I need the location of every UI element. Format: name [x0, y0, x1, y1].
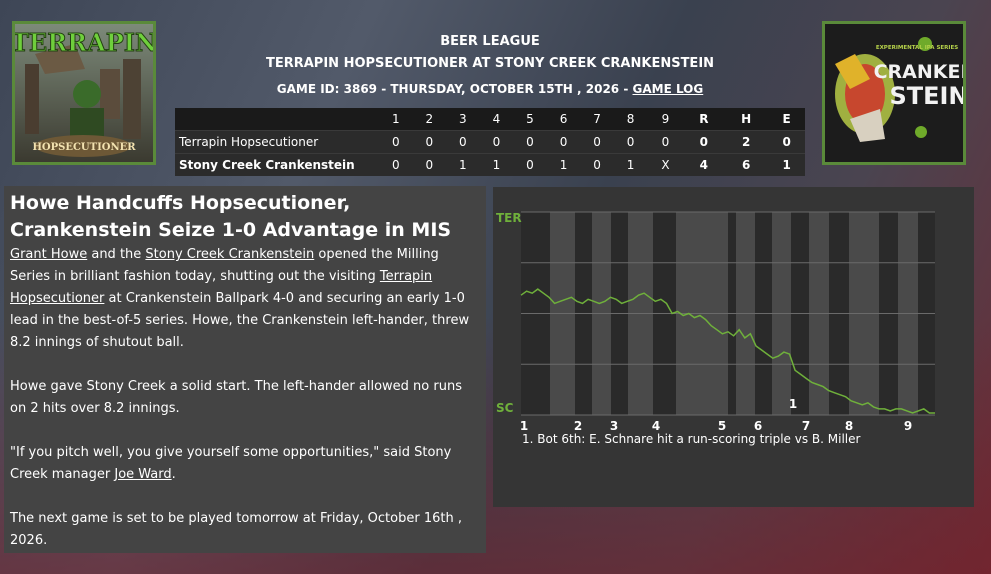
recap-paragraph: The next game is set to be played tomorr… [10, 511, 462, 548]
inning-score: 0 [446, 130, 480, 154]
home-team-logo: EXPERIMENTAL IPA SERIES CRANKEN STEIN [822, 21, 966, 165]
matchup-title: TERRAPIN HOPSECUTIONER AT STONY CREEK CR… [265, 56, 715, 71]
box-score-table: 1 2 3 4 5 6 7 8 9 R H E Terrapin Hopsecu… [175, 108, 805, 176]
hits-total: 2 [724, 130, 769, 154]
recap-text: and the [87, 247, 146, 262]
recap-text: opened the Milling Series in brilliant f… [10, 247, 439, 284]
inning-score: 0 [412, 153, 447, 176]
inning-tick-label: 5 [718, 419, 726, 433]
inning-score: X [647, 153, 684, 176]
key-play-marker: 1 [789, 397, 797, 411]
team-name: Stony Creek Crankenstein [175, 153, 379, 176]
manager-link-joe-ward[interactable]: Joe Ward [114, 467, 172, 482]
inning-score: 0 [513, 153, 547, 176]
win-probability-line [520, 288, 935, 414]
win-probability-chart: 1 2 3 4 5 6 7 8 9 1 TER SC 1. Bot 6th: E. Schnare… [493, 187, 974, 507]
errors-header: E [768, 108, 805, 131]
recap-paragraph: Howe gave Stony Creek a solid start. The… [10, 379, 462, 416]
hits-total: 6 [724, 153, 769, 176]
team-link-stony-creek[interactable]: Stony Creek Crankenstein [145, 247, 315, 262]
inning-score: 0 [613, 130, 648, 154]
inning-score: 0 [379, 130, 413, 154]
crankenstein-logo-text2: STEIN [889, 82, 963, 110]
runs-total: 4 [683, 153, 725, 176]
inning-score: 0 [580, 130, 614, 154]
game-header: BEER LEAGUE TERRAPIN HOPSECUTIONER AT ST… [175, 34, 805, 97]
crankenstein-logo-series: EXPERIMENTAL IPA SERIES [876, 45, 958, 51]
inning-header: 6 [546, 108, 581, 131]
inning-score: 1 [479, 153, 514, 176]
terrapin-logo-subtitle: HOPSECUTIONER [32, 142, 136, 153]
hits-header: H [724, 108, 769, 131]
inning-header: 9 [647, 108, 684, 131]
team-name: Terrapin Hopsecutioner [175, 130, 379, 154]
game-log-link[interactable]: GAME LOG [632, 82, 704, 96]
win-probability-svg: 1 2 3 4 5 6 7 8 9 1 [520, 211, 935, 433]
team-link-terrapin[interactable]: Terrapin Hopsecutioner [10, 269, 433, 306]
inning-tick-label: 2 [574, 419, 582, 433]
inning-header: 8 [613, 108, 648, 131]
errors-total: 0 [768, 130, 805, 154]
terrapin-logo-art: TERRAPIN HOPSECUTIONER [15, 24, 153, 162]
inning-header: 7 [580, 108, 614, 131]
inning-score: 0 [546, 130, 581, 154]
inning-tick-label: 9 [904, 419, 912, 433]
away-team-logo: TERRAPIN HOPSECUTIONER [12, 21, 156, 165]
recap-headline: Howe Handcuffs Hopsecutioner, Crankenste… [10, 192, 452, 241]
inning-tick-label: 7 [802, 419, 810, 433]
key-play-note: 1. Bot 6th: E. Schnare hit a run-scoring… [522, 432, 861, 446]
box-score-header-row: 1 2 3 4 5 6 7 8 9 R H E [175, 108, 805, 131]
inning-score: 0 [479, 130, 514, 154]
inning-header: 1 [379, 108, 413, 131]
game-info-line: GAME ID: 3869 - THURSDAY, OCTOBER 15TH ,… [175, 81, 805, 97]
away-team-abbrev: TER [496, 211, 522, 225]
recap-text: . [171, 467, 176, 482]
game-info: GAME ID: 3869 - THURSDAY, OCTOBER 15TH ,… [276, 82, 629, 96]
crankenstein-logo-text1: CRANKEN [874, 61, 963, 83]
inning-header: 4 [479, 108, 514, 131]
inning-score: 0 [580, 153, 614, 176]
team-column-header [175, 108, 379, 131]
box-score-row-home: Stony Creek Crankenstein 0 0 1 1 0 1 0 1… [175, 153, 805, 176]
inning-tick-label: 8 [845, 419, 853, 433]
runs-total: 0 [683, 130, 725, 154]
inning-score: 1 [546, 153, 581, 176]
inning-tick-label: 1 [520, 419, 528, 433]
inning-header: 2 [412, 108, 447, 131]
home-team-abbrev: SC [496, 401, 514, 415]
inning-score: 1 [446, 153, 480, 176]
league-name: BEER LEAGUE [440, 34, 540, 49]
recap-paragraph: "If you pitch well, you give yourself so… [10, 442, 480, 486]
inning-tick-label: 4 [652, 419, 660, 433]
inning-header: 5 [513, 108, 547, 131]
inning-tick-label: 6 [754, 419, 762, 433]
inning-score: 0 [379, 153, 413, 176]
terrapin-logo-title: TERRAPIN [15, 28, 153, 57]
box-score-row-away: Terrapin Hopsecutioner 0 0 0 0 0 0 0 0 0… [175, 130, 805, 154]
inning-score: 0 [513, 130, 547, 154]
inning-score: 0 [647, 130, 684, 154]
recap-text: "If you pitch well, you give yourself so… [10, 445, 452, 482]
game-recap: Howe Handcuffs Hopsecutioner, Crankenste… [4, 186, 486, 553]
recap-text: at Crankenstein Ballpark 4-0 and securin… [10, 291, 470, 350]
inning-score: 1 [613, 153, 648, 176]
runs-header: R [683, 108, 725, 131]
inning-header: 3 [446, 108, 480, 131]
crankenstein-logo-art: EXPERIMENTAL IPA SERIES CRANKEN STEIN [825, 24, 963, 162]
inning-score: 0 [412, 130, 447, 154]
recap-paragraph: Grant Howe and the Stony Creek Crankenst… [10, 244, 480, 354]
player-link-grant-howe[interactable]: Grant Howe [10, 247, 88, 262]
errors-total: 1 [768, 153, 805, 176]
inning-tick-label: 3 [610, 419, 618, 433]
